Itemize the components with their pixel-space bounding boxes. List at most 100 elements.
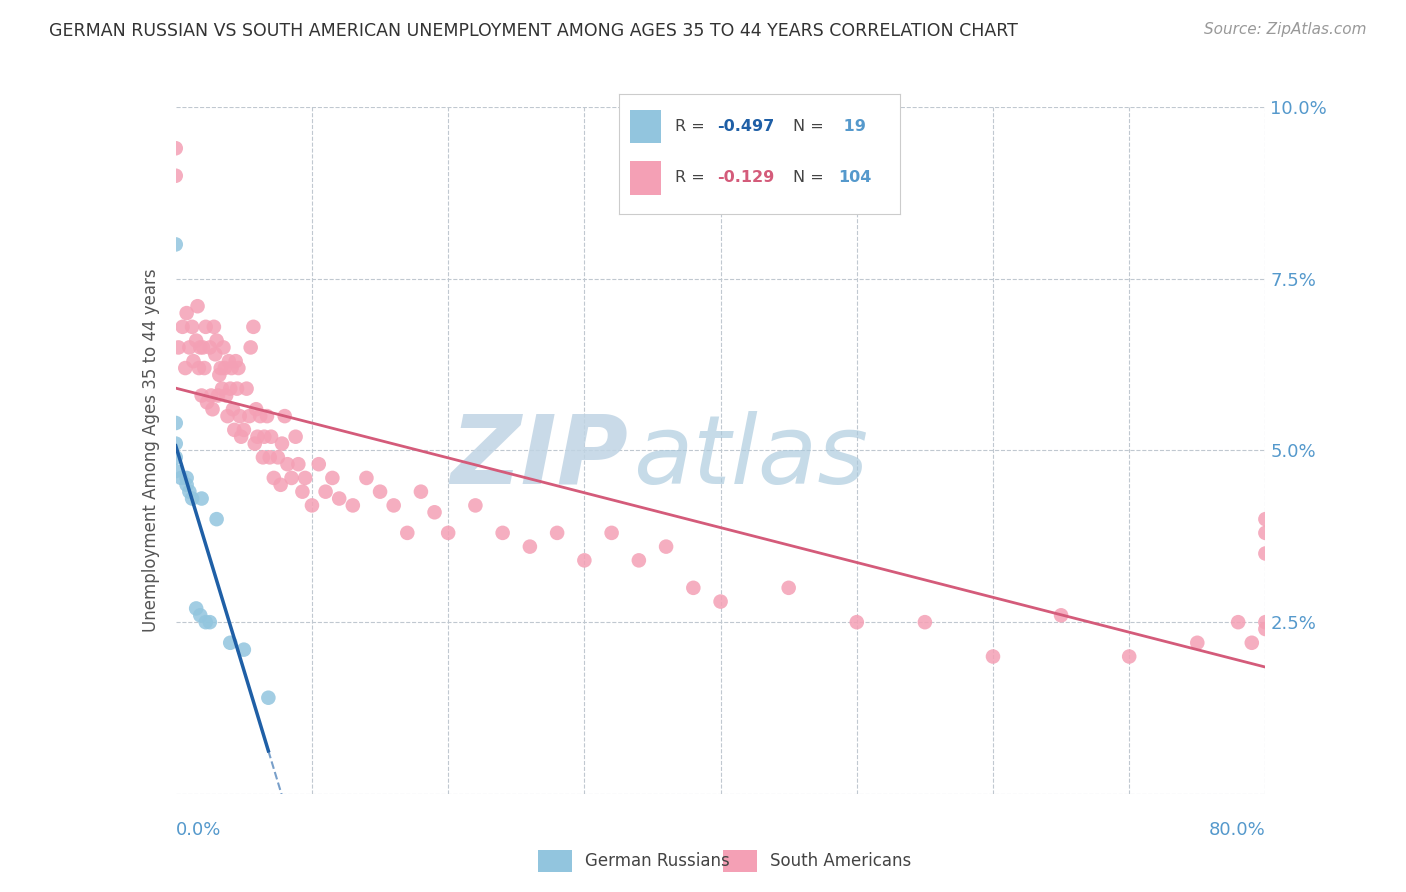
Text: South Americans: South Americans	[770, 852, 911, 870]
Point	[778, 581, 800, 595]
Text: Source: ZipAtlas.com: Source: ZipAtlas.com	[1204, 22, 1367, 37]
Point	[1187, 636, 1209, 650]
Bar	[538, 850, 572, 871]
Point	[202, 319, 225, 334]
Point	[229, 409, 252, 423]
Point	[301, 499, 323, 513]
Point	[218, 354, 240, 368]
Point	[1254, 525, 1277, 540]
Point	[181, 491, 204, 506]
Point	[315, 484, 337, 499]
Point	[183, 354, 205, 368]
Text: R =: R =	[675, 120, 710, 135]
Point	[260, 430, 283, 444]
Point	[914, 615, 936, 630]
Point	[600, 525, 623, 540]
Point	[238, 409, 260, 423]
Point	[1240, 636, 1263, 650]
Point	[212, 340, 235, 354]
Point	[221, 361, 243, 376]
Point	[232, 423, 254, 437]
Point	[204, 347, 226, 361]
Point	[1254, 512, 1277, 526]
Point	[845, 615, 868, 630]
Point	[242, 319, 264, 334]
Point	[226, 382, 249, 396]
Point	[219, 382, 242, 396]
Point	[1118, 649, 1140, 664]
Point	[249, 409, 271, 423]
Point	[423, 505, 446, 519]
Text: R =: R =	[675, 170, 710, 186]
Point	[194, 319, 217, 334]
Point	[200, 388, 222, 402]
Point	[232, 642, 254, 657]
Point	[198, 340, 221, 354]
Point	[368, 484, 391, 499]
Point	[214, 361, 236, 376]
Point	[270, 478, 292, 492]
Point	[217, 409, 239, 423]
Point	[328, 491, 350, 506]
Point	[981, 649, 1004, 664]
Point	[546, 525, 568, 540]
Text: N =: N =	[793, 120, 830, 135]
Text: 80.0%: 80.0%	[1209, 822, 1265, 839]
Text: 104: 104	[838, 170, 872, 186]
Point	[190, 491, 212, 506]
Point	[194, 615, 217, 630]
Point	[492, 525, 515, 540]
Bar	[723, 850, 756, 871]
Point	[1254, 622, 1277, 636]
Point	[219, 636, 242, 650]
Point	[356, 471, 378, 485]
Point	[165, 450, 187, 465]
Point	[243, 436, 266, 450]
Point	[291, 484, 314, 499]
Point	[176, 478, 198, 492]
Point	[170, 471, 193, 485]
Text: ZIP: ZIP	[450, 411, 628, 504]
Point	[655, 540, 678, 554]
Point	[627, 553, 650, 567]
Point	[208, 368, 231, 382]
Bar	[630, 161, 661, 194]
Point	[437, 525, 460, 540]
Point	[215, 388, 238, 402]
Point	[188, 340, 211, 354]
Point	[201, 402, 224, 417]
Point	[231, 430, 253, 444]
Text: N =: N =	[793, 170, 830, 186]
Point	[239, 340, 262, 354]
Point	[167, 340, 190, 354]
Point	[259, 450, 281, 465]
Point	[263, 471, 285, 485]
Point	[176, 306, 198, 320]
Point	[271, 436, 294, 450]
Point	[205, 512, 228, 526]
Point	[179, 340, 201, 354]
Point	[245, 402, 267, 417]
Text: atlas: atlas	[633, 411, 869, 504]
Bar	[630, 111, 661, 144]
Point	[165, 436, 187, 450]
Point	[165, 416, 187, 430]
Point	[165, 141, 187, 155]
Point	[190, 388, 212, 402]
Point	[321, 471, 343, 485]
Text: -0.497: -0.497	[717, 120, 775, 135]
Point	[1050, 608, 1073, 623]
Text: -0.129: -0.129	[717, 170, 775, 186]
Point	[165, 169, 187, 183]
Point	[211, 382, 233, 396]
Point	[224, 423, 246, 437]
Point	[235, 382, 257, 396]
Point	[342, 499, 364, 513]
Point	[179, 484, 201, 499]
Point	[252, 450, 274, 465]
Text: GERMAN RUSSIAN VS SOUTH AMERICAN UNEMPLOYMENT AMONG AGES 35 TO 44 YEARS CORRELAT: GERMAN RUSSIAN VS SOUTH AMERICAN UNEMPLO…	[49, 22, 1018, 40]
Point	[165, 464, 187, 478]
Point	[267, 450, 290, 465]
Point	[186, 334, 208, 348]
Text: 0.0%: 0.0%	[176, 822, 221, 839]
